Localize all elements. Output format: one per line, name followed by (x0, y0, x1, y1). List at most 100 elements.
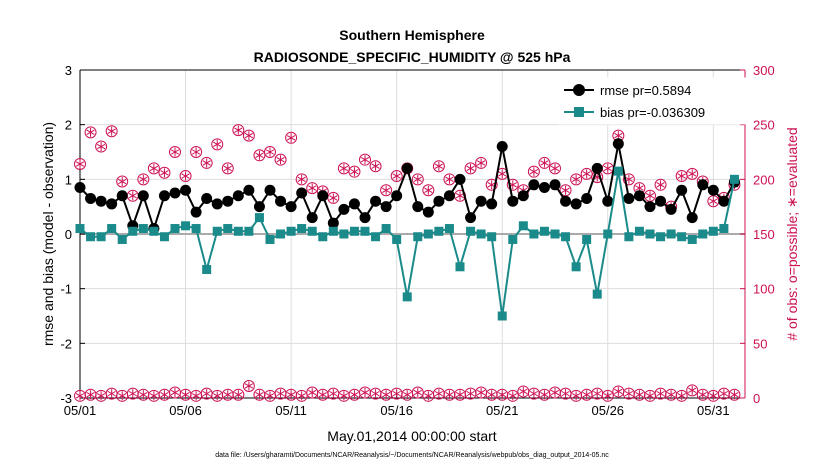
obs-evaluated-star-stroke (255, 392, 264, 398)
rmse-point (85, 192, 97, 204)
rmse-point (95, 195, 107, 207)
legend-bias-marker (574, 107, 584, 117)
obs-marker (359, 153, 371, 166)
y-axis-label-left: rmse and bias (model - observation) (40, 122, 56, 346)
obs-marker-low (74, 389, 86, 402)
obs-marker (200, 156, 213, 169)
obs-evaluated-star-stroke (223, 165, 232, 172)
obs-evaluated-star-stroke (593, 390, 602, 397)
obs-possible-circle (411, 173, 424, 186)
bias-point (434, 226, 444, 236)
obs-marker (337, 162, 350, 175)
obs-evaluated-star-stroke (529, 390, 539, 397)
bias-point (508, 234, 518, 244)
obs-possible-circle (169, 146, 181, 158)
obs-marker (74, 158, 86, 171)
obs-marker (443, 173, 456, 186)
obs-marker-low (728, 388, 741, 401)
obs-evaluated-star-stroke (118, 178, 127, 185)
obs-possible-circle (527, 165, 540, 178)
obs-evaluated-star-stroke (571, 393, 581, 399)
bias-point (138, 224, 148, 234)
obs-marker (348, 165, 361, 178)
rmse-point (560, 195, 572, 207)
bias-point (729, 174, 739, 184)
obs-possible-circle (686, 384, 699, 397)
obs-evaluated-star-stroke (107, 390, 116, 397)
rmse-point (116, 190, 128, 202)
rmse-point (718, 195, 730, 207)
obs-evaluated-star-stroke (487, 392, 496, 398)
obs-marker-low (527, 387, 540, 400)
y-tick-label-right: 300 (753, 63, 775, 78)
bias-point (371, 232, 381, 242)
rmse-point (180, 184, 192, 196)
obs-marker-low (496, 388, 509, 401)
rmse-point (623, 192, 635, 204)
obs-marker (422, 184, 435, 197)
bias-point (582, 234, 592, 244)
obs-evaluated-star-stroke (360, 156, 370, 163)
obs-evaluated-star-stroke (635, 185, 644, 191)
obs-possible-circle (686, 167, 699, 180)
obs-possible-circle (570, 173, 583, 186)
bias-point (571, 262, 581, 272)
obs-evaluated-star-stroke (603, 393, 612, 399)
bias-point (529, 229, 539, 239)
obs-possible-circle (200, 156, 213, 169)
obs-evaluated-star-stroke (645, 193, 655, 199)
obs-evaluated-star-stroke (624, 390, 634, 397)
obs-evaluated-star-stroke (297, 176, 306, 183)
obs-evaluated-star-stroke (181, 392, 190, 398)
bias-point (159, 232, 169, 242)
obs-evaluated-star-stroke (75, 161, 85, 167)
obs-evaluated-star-stroke (476, 389, 486, 396)
bias-point (666, 229, 676, 239)
obs-evaluated-star-stroke (244, 383, 254, 389)
rmse-point (602, 195, 614, 207)
obs-possible-circle (675, 389, 688, 402)
obs-marker-low (411, 386, 424, 399)
obs-evaluated-star-stroke (360, 389, 370, 396)
rmse-point (443, 190, 455, 202)
y-tick-label-left: 1 (65, 172, 72, 187)
rmse-point (401, 162, 413, 174)
obs-evaluated-star-stroke (75, 393, 85, 399)
obs-marker (580, 167, 593, 180)
obs-marker (211, 138, 224, 151)
obs-possible-circle (380, 184, 393, 197)
obs-evaluated-star-stroke (413, 176, 422, 183)
rmse-point (232, 190, 244, 202)
rmse-point (697, 179, 709, 191)
obs-evaluated-star-stroke (265, 149, 275, 155)
obs-evaluated-star-stroke (371, 390, 380, 397)
obs-evaluated-star-stroke (614, 388, 623, 395)
rmse-point (538, 182, 550, 194)
obs-marker (84, 126, 97, 139)
obs-evaluated-star-stroke (202, 160, 211, 166)
obs-possible-circle (422, 184, 435, 197)
y-tick-label-right: 50 (753, 336, 767, 351)
obs-marker (264, 146, 276, 158)
rmse-point (106, 198, 118, 210)
obs-evaluated-star-stroke (709, 198, 718, 204)
bias-point (487, 232, 497, 242)
obs-evaluated-star-stroke (244, 132, 254, 139)
obs-evaluated-star-stroke (381, 392, 391, 398)
x-tick-label: 05/31 (697, 403, 730, 418)
x-axis-label: May.01,2014 00:00:00 start (327, 428, 497, 444)
bias-point (476, 229, 486, 239)
obs-possible-circle (475, 156, 488, 169)
obs-marker (686, 167, 699, 180)
rmse-point (686, 212, 698, 224)
obs-evaluated-star-stroke (445, 176, 454, 183)
legend-bias-label: bias pr=-0.036309 (600, 105, 705, 120)
obs-possible-circle (327, 191, 340, 204)
obs-marker (475, 156, 488, 169)
obs-possible-circle (84, 126, 97, 139)
obs-evaluated-star-stroke (329, 390, 338, 397)
obs-marker-low (696, 388, 709, 401)
bias-point (233, 226, 243, 236)
bias-point (687, 234, 697, 244)
